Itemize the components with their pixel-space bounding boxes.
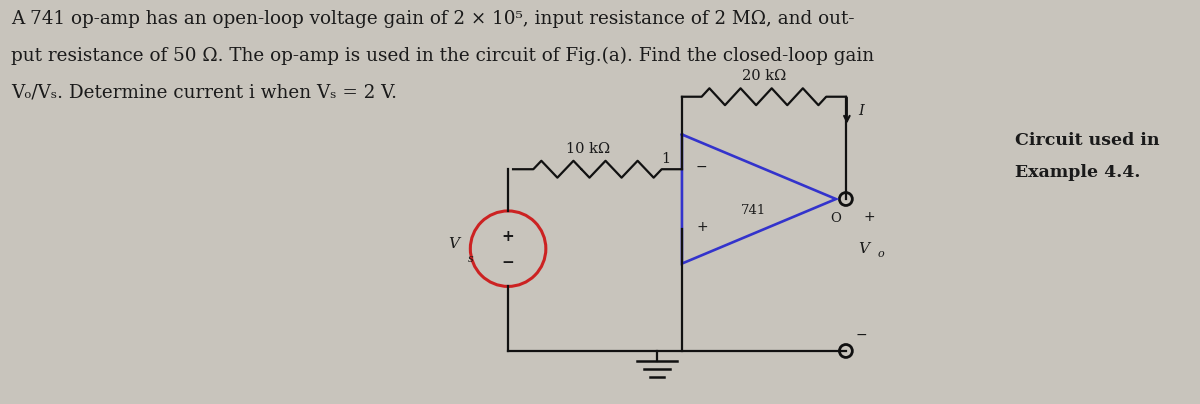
Text: −: − <box>856 328 868 342</box>
Text: A 741 op-amp has an open-loop voltage gain of 2 × 10⁵, input resistance of 2 MΩ,: A 741 op-amp has an open-loop voltage ga… <box>11 11 854 28</box>
Text: −: − <box>502 255 515 270</box>
Text: I: I <box>858 104 864 118</box>
Text: +: + <box>502 229 515 244</box>
Text: Example 4.4.: Example 4.4. <box>1015 164 1140 181</box>
Text: O: O <box>830 213 841 225</box>
Text: put resistance of 50 Ω. The op-amp is used in the circuit of Fig.(a). Find the c: put resistance of 50 Ω. The op-amp is us… <box>11 47 875 65</box>
Text: +: + <box>696 220 708 234</box>
Text: 741: 741 <box>740 204 766 217</box>
Text: 1: 1 <box>661 152 670 166</box>
Text: Vₒ/Vₛ. Determine current i when Vₛ = 2 V.: Vₒ/Vₛ. Determine current i when Vₛ = 2 V… <box>11 84 397 102</box>
Text: Circuit used in: Circuit used in <box>1015 133 1159 149</box>
Text: V: V <box>448 237 458 251</box>
Text: V: V <box>858 242 869 256</box>
Text: o: o <box>877 248 884 259</box>
Text: +: + <box>864 210 875 224</box>
Text: 10 kΩ: 10 kΩ <box>565 142 610 156</box>
Text: 20 kΩ: 20 kΩ <box>742 69 786 83</box>
Text: −: − <box>696 160 708 174</box>
Text: s: s <box>468 254 473 263</box>
